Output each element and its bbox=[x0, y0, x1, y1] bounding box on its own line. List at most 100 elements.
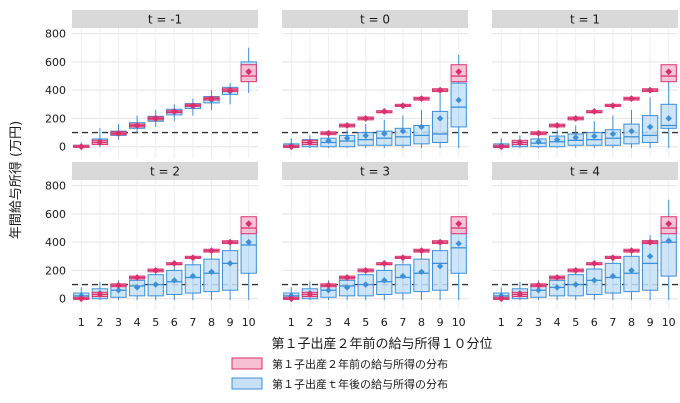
after-mean-point bbox=[455, 96, 462, 104]
x-tick-label: 7 bbox=[189, 316, 196, 329]
before-mean-point bbox=[436, 86, 444, 94]
y-tick-label: 800 bbox=[45, 180, 66, 193]
before-mean-point bbox=[646, 238, 654, 246]
before-mean-point bbox=[226, 238, 234, 246]
after-box bbox=[221, 250, 239, 291]
panel-3: t = 1 bbox=[492, 10, 678, 158]
before-mean-point bbox=[553, 122, 561, 129]
x-tick-label: 9 bbox=[647, 316, 654, 329]
before-mean-point bbox=[343, 122, 351, 129]
before-mean-point bbox=[306, 139, 314, 146]
after-mean-point bbox=[646, 123, 654, 131]
y-tick-label: 600 bbox=[45, 56, 66, 69]
before-mean-point bbox=[590, 259, 598, 267]
before-mean-point bbox=[287, 143, 295, 151]
y-tick-label: 0 bbox=[59, 293, 66, 306]
after-mean-point bbox=[343, 135, 351, 142]
before-mean-point bbox=[170, 259, 178, 267]
after-mean-point bbox=[189, 272, 197, 280]
x-tick-label: 10 bbox=[452, 316, 466, 329]
after-mean-point bbox=[646, 253, 654, 260]
legend: 第１子出産２年前の給与所得の分布 第１子出産ｔ年後の給与所得の分布 bbox=[231, 357, 448, 391]
before-mean-point bbox=[77, 295, 85, 303]
after-mean-point bbox=[553, 136, 561, 143]
before-mean-point bbox=[226, 86, 234, 94]
panel-title: t = 3 bbox=[360, 165, 390, 179]
before-mean-point bbox=[208, 95, 215, 103]
panel-strip bbox=[282, 10, 468, 28]
after-mean-point bbox=[609, 272, 617, 280]
before-mean-point bbox=[115, 129, 122, 137]
before-mean-point bbox=[628, 247, 635, 255]
x-tick-label: 10 bbox=[662, 316, 676, 329]
before-mean-point bbox=[436, 238, 444, 246]
before-mean-point bbox=[96, 291, 104, 298]
x-tick-label: 6 bbox=[381, 316, 388, 329]
after-box bbox=[431, 110, 449, 143]
before-mean-point bbox=[646, 86, 654, 94]
before-mean-point bbox=[77, 143, 85, 151]
x-tick-label: 2 bbox=[306, 316, 313, 329]
x-tick-label: 10 bbox=[242, 316, 256, 329]
before-mean-point bbox=[306, 291, 314, 298]
before-mean-point bbox=[362, 115, 370, 122]
after-box bbox=[413, 258, 430, 293]
before-mean-point bbox=[572, 115, 580, 122]
before-mean-point bbox=[665, 68, 673, 76]
after-mean-point bbox=[343, 284, 351, 291]
x-tick-label: 5 bbox=[572, 316, 579, 329]
after-mean-point bbox=[572, 281, 579, 288]
after-box bbox=[431, 250, 449, 291]
before-mean-point bbox=[96, 139, 104, 146]
before-mean-point bbox=[609, 254, 617, 262]
panel-title: t = 1 bbox=[570, 13, 600, 27]
before-mean-point bbox=[380, 107, 388, 115]
x-tick-label: 8 bbox=[418, 316, 425, 329]
after-mean-point bbox=[418, 123, 425, 131]
before-mean-point bbox=[516, 139, 524, 146]
legend-after-swatch bbox=[231, 377, 263, 390]
before-mean-point bbox=[418, 247, 425, 255]
x-tick-label: 5 bbox=[362, 316, 369, 329]
after-box bbox=[604, 129, 622, 146]
before-mean-point bbox=[590, 107, 598, 115]
after-mean-point bbox=[591, 277, 598, 284]
after-mean-point bbox=[399, 272, 407, 280]
x-tick-label: 9 bbox=[437, 316, 444, 329]
before-mean-point bbox=[455, 68, 463, 76]
before-mean-point bbox=[245, 68, 253, 76]
before-mean-point bbox=[152, 267, 160, 274]
after-mean-point bbox=[609, 130, 617, 138]
x-tick-label: 5 bbox=[152, 316, 159, 329]
after-mean-point bbox=[208, 268, 215, 276]
panel-strip bbox=[492, 162, 678, 180]
before-mean-point bbox=[399, 254, 407, 262]
before-mean-point bbox=[665, 220, 673, 228]
y-tick-label: 400 bbox=[45, 84, 66, 97]
after-mean-point bbox=[152, 281, 159, 288]
panel-title: t = 2 bbox=[150, 165, 180, 179]
panel-title: t = 0 bbox=[360, 13, 390, 27]
y-tick-label: 800 bbox=[45, 28, 66, 41]
x-tick-label: 2 bbox=[516, 316, 523, 329]
before-mean-point bbox=[535, 281, 542, 289]
panel-1: t = -1 0 200 400 600 800 bbox=[45, 10, 258, 158]
x-tick-label: 1 bbox=[498, 316, 505, 329]
x-tick-label: 9 bbox=[227, 316, 234, 329]
after-mean-point bbox=[628, 267, 635, 274]
before-mean-point bbox=[245, 220, 253, 228]
before-mean-point bbox=[325, 281, 332, 289]
panel-4: t = 2 0 200 400 600 800 1 2 3 4 5 6 7 8 9 10 bbox=[45, 162, 258, 329]
after-mean-point bbox=[381, 277, 388, 284]
x-tick-label: 3 bbox=[325, 316, 332, 329]
before-mean-point bbox=[535, 129, 542, 137]
x-tick-label: 8 bbox=[628, 316, 635, 329]
panel-title: t = 4 bbox=[570, 165, 600, 179]
y-tick-label: 600 bbox=[45, 208, 66, 221]
before-mean-point bbox=[133, 274, 141, 281]
y-tick-label: 0 bbox=[59, 141, 66, 154]
legend-before-swatch bbox=[231, 357, 263, 370]
after-mean-point bbox=[591, 132, 598, 140]
before-mean-point bbox=[628, 95, 635, 103]
